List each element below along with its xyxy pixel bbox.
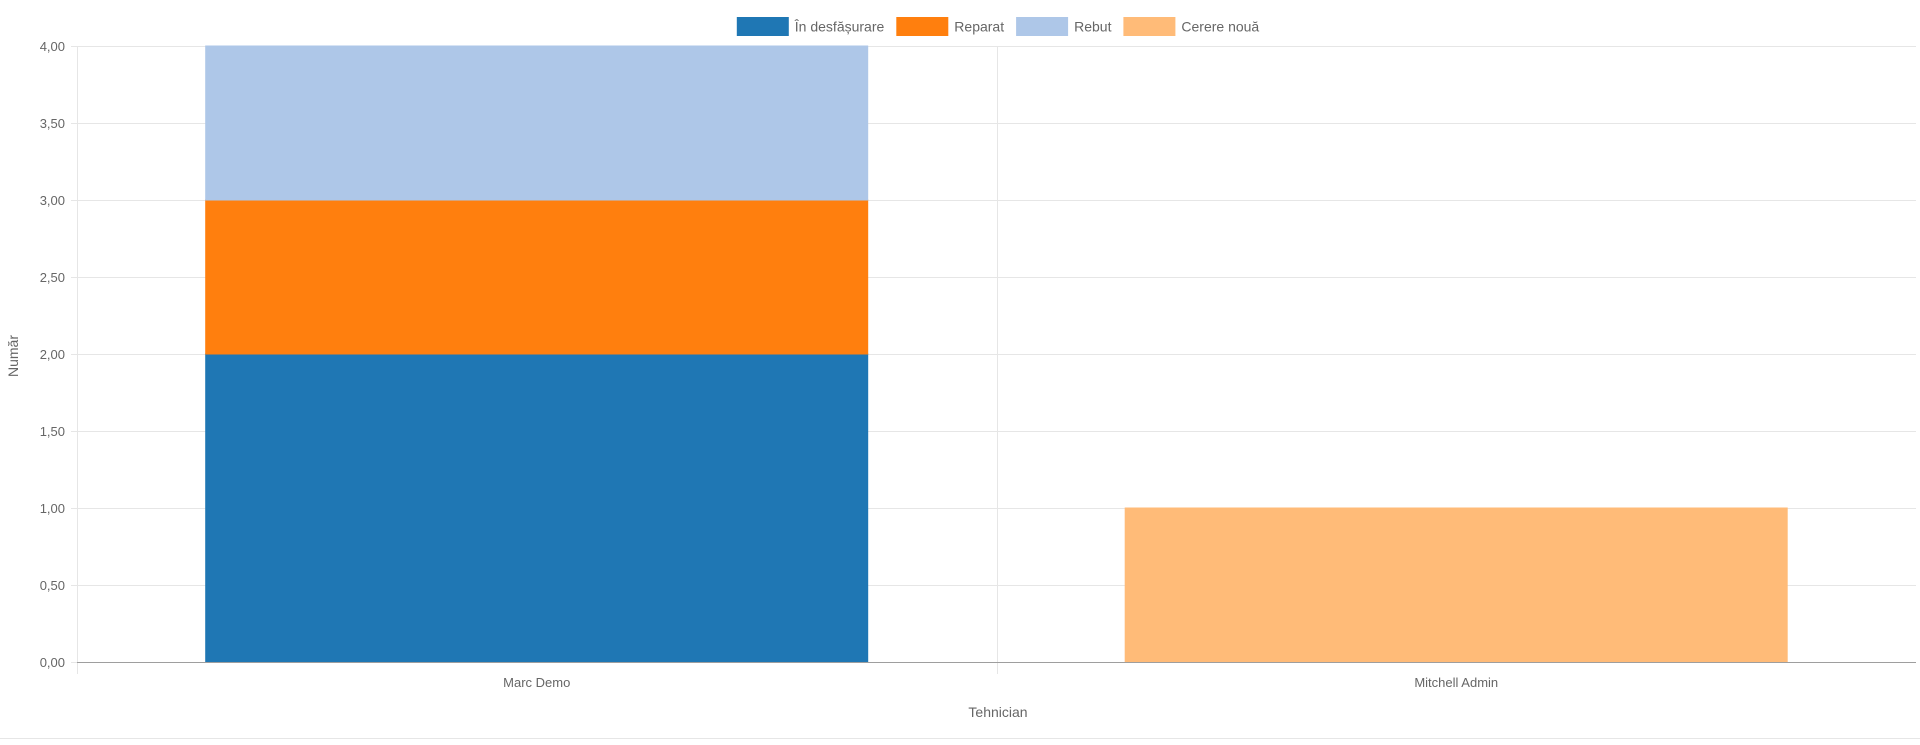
bar-segment-în-desfășurare: [205, 353, 869, 663]
y-tick-label: 1,50: [40, 424, 65, 439]
y-tick-label: 2,50: [40, 270, 65, 285]
y-tick-label: 3,50: [40, 116, 65, 131]
y-axis-title: Număr: [5, 335, 21, 377]
legend-label: În desfășurare: [794, 19, 885, 35]
bars-layer: [205, 45, 1788, 663]
axes-layer: 0,00 0,50 1,00 1,50 2,00 2,50 3,00 3,50 4,00 Marc…: [0, 39, 1920, 739]
legend-label: Cerere nouă: [1181, 19, 1259, 35]
legend-swatch: [896, 17, 949, 36]
x-tick-label: Marc Demo: [503, 675, 570, 690]
bar-segment-cerere-nouă: [1124, 507, 1788, 663]
legend-label: Reparat: [954, 19, 1004, 35]
x-tick-label: Mitchell Admin: [1414, 675, 1498, 690]
y-tick-label: 4,00: [40, 39, 65, 54]
legend-swatch: [1016, 17, 1069, 36]
y-tick-label: 0,00: [40, 655, 65, 670]
legend-swatch: [1123, 17, 1176, 36]
x-axis-title: Tehnician: [968, 704, 1027, 720]
y-tick-label: 1,00: [40, 501, 65, 516]
y-tick-label: 3,00: [40, 193, 65, 208]
bar-segment-rebut: [205, 45, 869, 201]
bar-segment-reparat: [205, 199, 869, 355]
legend-swatch: [736, 17, 789, 36]
y-tick-label: 0,50: [40, 578, 65, 593]
legend: În desfășurare Reparat Rebut Cerere nouă: [736, 17, 1259, 36]
y-tick-label: 2,00: [40, 347, 65, 362]
legend-label: Rebut: [1074, 19, 1111, 35]
